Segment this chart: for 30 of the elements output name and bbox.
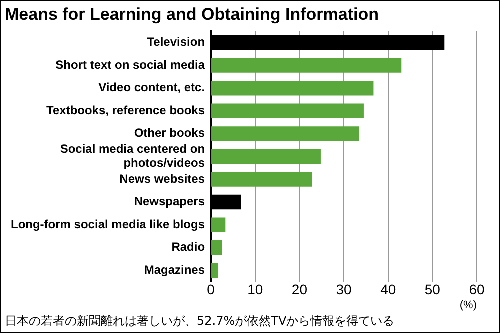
y-tick-label: News websites xyxy=(120,172,206,186)
bar xyxy=(212,126,360,142)
y-tick-label: Long-form social media like blogs xyxy=(10,217,206,232)
x-tick-label: 50 xyxy=(424,281,441,298)
y-tick-label: Textbooks, reference books xyxy=(46,103,206,118)
bar xyxy=(212,218,226,232)
chart-title: Means for Learning and Obtaining Information xyxy=(5,4,380,24)
y-tick-label: Other books xyxy=(134,126,206,140)
y-tick-label: Short text on social media xyxy=(56,58,206,72)
x-tick-label: 0 xyxy=(207,281,216,298)
x-tick-label: 60 xyxy=(469,281,485,298)
bar xyxy=(212,58,402,73)
x-tick-label: 20 xyxy=(292,281,308,298)
bar xyxy=(212,81,374,96)
y-tick-label: Radio xyxy=(172,240,206,254)
y-tick-label: Video content, etc. xyxy=(98,80,206,95)
bar xyxy=(212,172,312,187)
x-tick-label: 40 xyxy=(380,281,396,298)
x-axis-title: (%) xyxy=(460,299,477,312)
bar xyxy=(212,263,218,278)
bar xyxy=(212,104,364,118)
y-tick-label: Social media centered on photos/videos xyxy=(60,142,206,170)
x-tick-label: 10 xyxy=(248,281,264,298)
x-tick-label: 30 xyxy=(336,281,352,298)
y-tick-label: Magazines xyxy=(144,262,206,277)
text: 日本の若者の新聞離れは著しいが、52.7%が依然TVから情報を得ている xyxy=(5,313,395,330)
y-tick-label: Newspapers xyxy=(134,194,206,209)
bar xyxy=(212,149,321,164)
y-tick-label: Television xyxy=(147,35,206,50)
bar xyxy=(212,240,222,256)
